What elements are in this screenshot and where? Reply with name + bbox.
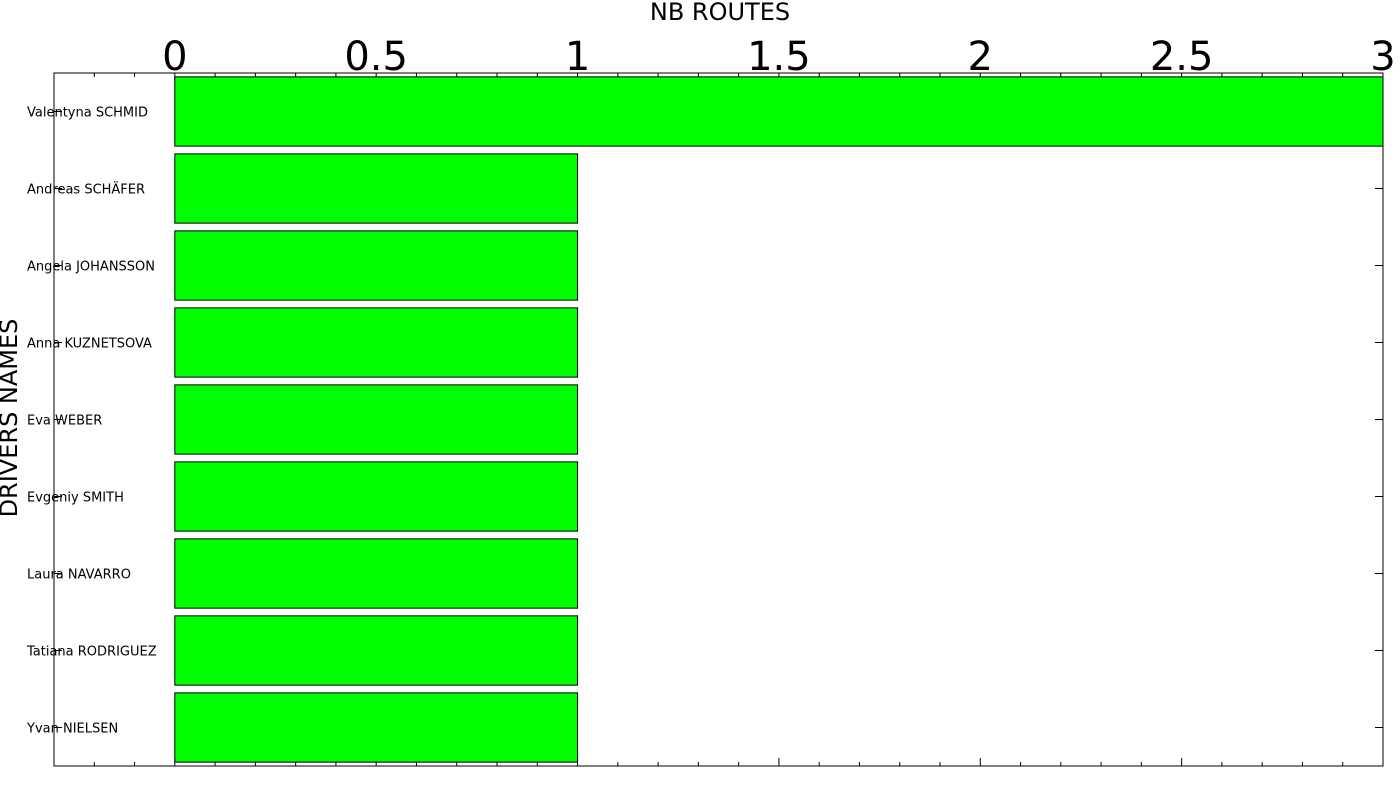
category-label: Andreas SCHÄFER [27, 182, 145, 198]
bars [174, 76, 1384, 763]
bar [174, 230, 579, 301]
x-tick-label: 1 [565, 34, 590, 80]
x-tick-labels: 0 0.5 1 1.5 2 2.5 3 [162, 34, 1396, 80]
category-label: Evgeniy SMITH [27, 491, 124, 506]
y-axis-title: DRIVERS NAMES [0, 319, 23, 518]
y-ticks [54, 111, 1383, 728]
x-tick-label: 0.5 [344, 34, 408, 80]
x-axis-title: NB ROUTES [650, 0, 790, 26]
bar [174, 76, 1384, 147]
category-label: Anna KUZNETSOVA [27, 337, 152, 352]
category-label: Tatiana RODRIGUEZ [26, 645, 157, 660]
x-tick-label: 2.5 [1150, 34, 1214, 80]
category-label: Eva WEBER [27, 414, 102, 429]
x-tick-label: 0 [162, 34, 187, 80]
bar [174, 692, 579, 763]
bar [174, 461, 579, 532]
bar [174, 615, 579, 686]
x-tick-label: 2 [968, 34, 993, 80]
category-labels: Valentyna SCHMID Andreas SCHÄFER Angela JO… [26, 106, 157, 737]
category-label: Valentyna SCHMID [27, 106, 148, 121]
category-label: Laura NAVARRO [27, 568, 131, 583]
category-label: Angela JOHANSSON [27, 260, 155, 275]
category-label: Yvan NIELSEN [26, 722, 118, 737]
bar [174, 384, 579, 455]
bar [174, 538, 579, 609]
bar [174, 307, 579, 378]
x-tick-label: 1.5 [747, 34, 811, 80]
x-tick-label: 3 [1370, 34, 1395, 80]
bar [174, 153, 579, 224]
